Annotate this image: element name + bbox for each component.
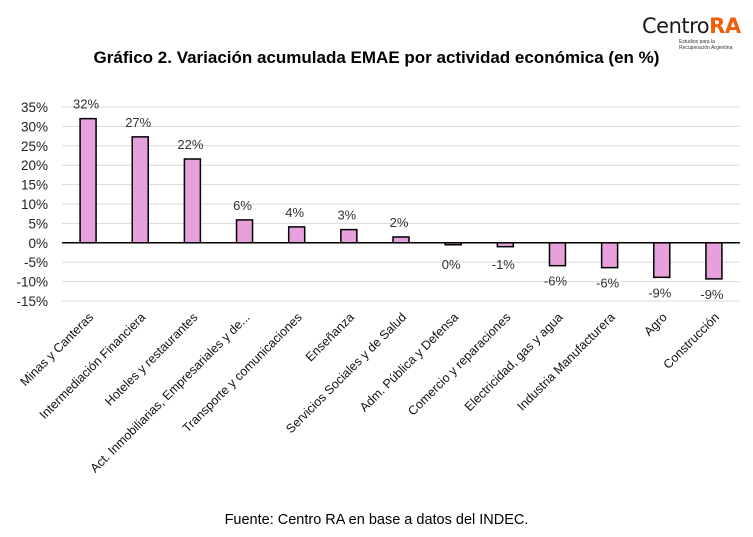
data-label: 6% [233,198,252,213]
bar [183,158,202,244]
data-label: -9% [700,287,724,302]
x-category-label: Agro [641,310,670,339]
data-label: 22% [177,137,203,152]
data-label: 27% [125,115,151,130]
logo-tagline-line1: Estudios para la [679,39,715,45]
x-category-label: Comercio y reparaciones [405,310,513,418]
y-tick-label: -15% [16,294,48,309]
y-tick-label: 5% [28,216,48,231]
y-tick-label: 20% [21,158,48,173]
x-category-label: Intermediación Financiera [37,310,149,422]
y-tick-label: 30% [21,119,48,134]
x-category-label: Industria Manufacturera [514,310,617,413]
bar [548,242,567,267]
x-category-label: Adm. Pública y Defensa [357,310,461,414]
logo-tagline-line2: Recuperación Argentina [679,45,733,51]
data-label: 0% [442,257,461,272]
y-tick-label: 0% [28,236,48,251]
bar [392,236,410,244]
bar [705,242,723,280]
logo-tagline: Estudios para la Recuperación Argentina [679,39,732,51]
logo-wordmark: CentroRA [642,14,741,38]
logo-name-accent: RA [709,14,741,38]
y-axis-ticks: 35% 30% 25% 20% 15% 10% 5% 0% -5% -10% -15% [16,100,48,309]
data-label: 2% [390,215,409,230]
y-tick-label: -10% [16,275,48,290]
bar [287,226,306,244]
x-category-label: Construcción [661,310,723,372]
bar [340,228,358,244]
data-label: -9% [648,285,672,300]
data-label: -1% [492,257,516,272]
x-category-label: Hoteles y restaurantes [102,310,200,408]
data-label: 4% [285,205,304,220]
bars [79,117,723,280]
gridlines [62,106,740,302]
data-label: -6% [544,274,568,289]
y-tick-label: 35% [21,100,48,115]
bar [600,242,619,269]
y-tick-label: -5% [24,255,48,270]
x-category-label: Enseñanza [303,310,357,364]
data-label: 3% [337,208,356,223]
data-labels: 32% 27% 22% 6% 4% 3% 2% 0% -1% -6% -6% -9% -9% [73,97,724,302]
logo-name-prefix: Centro [642,14,710,38]
bar [131,136,149,244]
y-tick-label: 25% [21,139,48,154]
bar [79,117,97,244]
data-label: 32% [73,97,99,112]
x-category-label: Electricidad, gas y agua [462,310,566,414]
chart-title: Gráfico 2. Variación acumulada EMAE por … [93,48,660,67]
bar [235,219,254,244]
source-note: Fuente: Centro RA en base a datos del IN… [224,512,529,528]
y-tick-label: 15% [21,178,48,193]
bar [653,242,671,279]
data-label: -6% [596,276,620,291]
y-tick-label: 10% [21,197,48,212]
centro-ra-logo: CentroRA Estudios para la Recuperación A… [642,14,742,52]
